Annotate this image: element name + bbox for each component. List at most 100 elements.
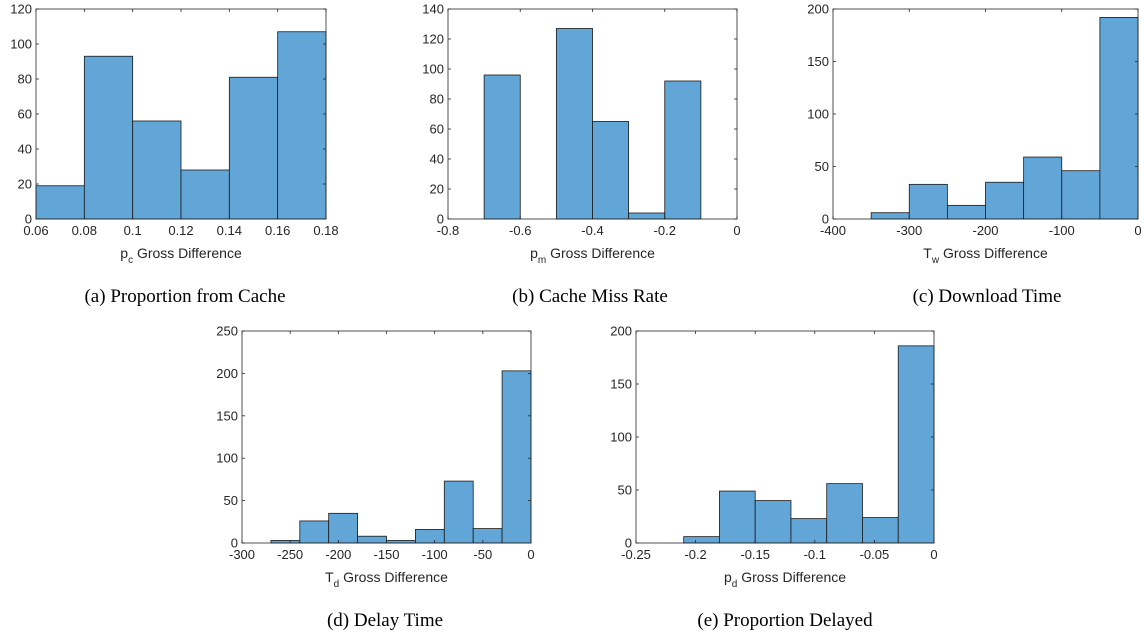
- x-axis-label: Tw Gross Difference: [923, 245, 1048, 265]
- x-tick-label: -50: [473, 547, 492, 562]
- histogram-bar: [277, 31, 327, 220]
- histogram-bar: [35, 185, 85, 220]
- histogram-bar: [180, 169, 230, 220]
- histogram-bar: [1061, 170, 1101, 220]
- histogram-delay-time: -300 -250 -200 -150 -100 -50 0 0 50 100 150 200 250 T…: [216, 324, 534, 591]
- x-tick-label: -0.25: [621, 547, 651, 562]
- x-tick-label: 0.1: [124, 223, 142, 238]
- histogram-bar: [83, 55, 134, 220]
- y-tick-label: 50: [224, 493, 238, 508]
- x-axis-label: pm Gross Difference: [530, 245, 655, 265]
- x-tick-label: -0.05: [860, 547, 890, 562]
- histogram-bar: [628, 212, 666, 220]
- histogram-bar: [754, 500, 792, 544]
- y-tick-label: 150: [216, 408, 238, 423]
- x-tick-label: 0.06: [23, 223, 48, 238]
- x-axis-label-symbol: p: [724, 569, 732, 585]
- y-tick-label: 100: [422, 62, 444, 77]
- x-tick-label: 0.16: [265, 223, 290, 238]
- x-tick-label: -0.4: [581, 223, 603, 238]
- x-tick-label: -0.15: [740, 547, 770, 562]
- x-tick-label: -0.1: [804, 547, 826, 562]
- histogram-bar: [826, 483, 863, 544]
- histogram-download-time: -400 -300 -200 -100 0 0 50 100 150 200 Tw Gross Di…: [807, 2, 1141, 266]
- y-tick-label: 100: [807, 107, 829, 122]
- x-tick-label: 0.12: [168, 223, 193, 238]
- histogram-proportion-delayed: -0.25 -0.2 -0.15 -0.1 -0.05 0 0 50 100 150 200 pd G…: [610, 324, 937, 591]
- histogram-cache-miss-rate: -0.8 -0.6 -0.4 -0.2 0 0 20 40 60 80 100 120 140 pm Gr…: [422, 2, 740, 266]
- x-axis-label-symbol: p: [530, 245, 538, 261]
- caption-cache-miss-rate: (b) Cache Miss Rate: [512, 286, 668, 307]
- y-tick-label: 60: [430, 122, 444, 137]
- histogram-bar: [664, 80, 702, 220]
- histogram-bar: [1099, 16, 1139, 220]
- x-tick-label: 0: [1134, 223, 1141, 238]
- y-tick-label: 200: [216, 366, 238, 381]
- x-tick-label: -250: [277, 547, 303, 562]
- x-tick-label: -200: [325, 547, 351, 562]
- y-tick-label: 0: [822, 212, 829, 227]
- y-tick-label: 80: [430, 92, 444, 107]
- x-tick-label: 0: [930, 547, 937, 562]
- histogram-bar: [985, 181, 1025, 220]
- caption-proportion-from-cache: (a) Proportion from Cache: [84, 286, 286, 307]
- y-tick-label: 50: [618, 483, 632, 498]
- x-axis-label-text: Gross Difference: [133, 245, 242, 261]
- caption-delay-time: (d) Delay Time: [326, 610, 444, 631]
- histogram-bar: [414, 529, 445, 544]
- y-tick-label: 140: [422, 2, 444, 17]
- y-tick-label: 100: [610, 430, 632, 445]
- histogram-bar: [443, 480, 474, 544]
- axes-box: [241, 330, 532, 544]
- histogram-bar: [132, 120, 182, 220]
- y-tick-label: 120: [10, 2, 32, 17]
- x-tick-label: -0.6: [509, 223, 531, 238]
- histogram-bar: [472, 528, 503, 544]
- x-tick-label: -400: [820, 223, 846, 238]
- histogram-bar: [328, 512, 358, 544]
- y-tick-label: 250: [216, 324, 238, 339]
- y-tick-label: 200: [807, 2, 829, 17]
- x-axis-label-symbol: T: [923, 245, 932, 261]
- x-tick-label: -300: [896, 223, 922, 238]
- y-tick-label: 100: [10, 37, 32, 52]
- x-axis-label-subscript: d: [732, 579, 738, 590]
- x-tick-label: -100: [1049, 223, 1075, 238]
- x-axis-label-subscript: w: [931, 255, 940, 265]
- x-axis-label: pd Gross Difference: [724, 569, 846, 590]
- x-axis-label-subscript: c: [128, 255, 133, 265]
- histogram-bar: [501, 370, 532, 544]
- y-tick-label: 20: [18, 177, 32, 192]
- x-tick-label: 0.08: [72, 223, 97, 238]
- histogram-bar: [719, 490, 756, 544]
- histogram-bar: [299, 520, 330, 544]
- y-tick-label: 150: [807, 54, 829, 69]
- histogram-bar: [862, 517, 899, 544]
- x-axis-label-text: Gross Difference: [939, 245, 1048, 261]
- y-tick-label: 60: [18, 107, 32, 122]
- histogram-bar: [683, 536, 720, 544]
- y-tick-label: 120: [422, 32, 444, 47]
- histogram-bar: [946, 204, 986, 220]
- y-tick-label: 0: [437, 212, 444, 227]
- y-tick-label: 0: [231, 536, 238, 551]
- x-axis-label-text: Gross Difference: [339, 569, 448, 585]
- x-tick-label: -0.8: [437, 223, 459, 238]
- histogram-bar: [555, 28, 593, 220]
- y-tick-label: 50: [815, 159, 829, 174]
- y-tick-label: 0: [25, 212, 32, 227]
- histogram-bar: [908, 183, 948, 220]
- x-tick-label: -0.2: [684, 547, 706, 562]
- x-axis-label-text: Gross Difference: [737, 569, 846, 585]
- x-tick-label: 0: [527, 547, 534, 562]
- histogram-bar: [357, 535, 387, 544]
- y-tick-label: 200: [610, 324, 632, 339]
- x-tick-label: -300: [229, 547, 255, 562]
- x-tick-label: 0.14: [217, 223, 242, 238]
- histogram-bar: [790, 518, 828, 544]
- y-tick-label: 80: [18, 72, 32, 87]
- y-tick-label: 20: [430, 182, 444, 197]
- x-tick-label: -100: [422, 547, 448, 562]
- x-axis-label-text: Gross Difference: [546, 245, 655, 261]
- caption-proportion-delayed: (e) Proportion Delayed: [697, 610, 873, 631]
